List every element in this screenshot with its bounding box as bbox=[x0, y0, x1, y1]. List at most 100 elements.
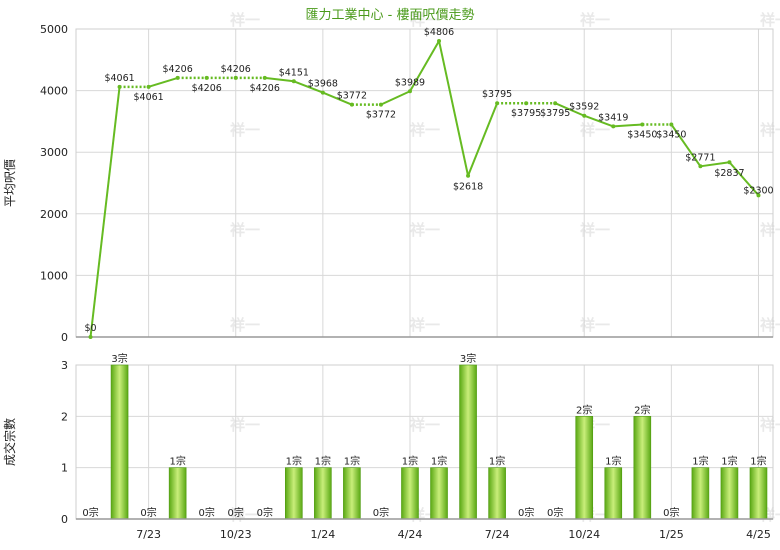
bar bbox=[749, 467, 768, 520]
y-tick-label: 1000 bbox=[40, 269, 68, 282]
y-tick-label: 2 bbox=[61, 410, 68, 423]
watermark-text: 祥一 bbox=[230, 221, 260, 239]
y-tick-label: 5000 bbox=[40, 23, 68, 36]
watermark-text: 祥一 bbox=[230, 416, 260, 434]
bar-label: 0宗 bbox=[82, 506, 98, 519]
x-tick-label: 1/25 bbox=[659, 528, 684, 541]
bar-label: 0宗 bbox=[373, 506, 389, 519]
watermark-text: 祥一 bbox=[580, 121, 610, 139]
data-label: $3795 bbox=[482, 89, 512, 100]
y-tick-label: 3 bbox=[61, 359, 68, 372]
series-line-segment bbox=[409, 40, 440, 92]
data-point bbox=[756, 193, 761, 198]
series-line-segment bbox=[467, 102, 499, 177]
bar bbox=[459, 364, 477, 520]
y-tick-label: 4000 bbox=[40, 85, 68, 98]
series-line-segment bbox=[670, 123, 702, 167]
bar-label: 2宗 bbox=[576, 403, 592, 416]
watermark-text: 祥一 bbox=[760, 316, 780, 334]
watermark-text: 祥一 bbox=[760, 416, 780, 434]
bar-label: 1宗 bbox=[489, 455, 505, 468]
bar bbox=[604, 467, 623, 520]
data-label: $4061 bbox=[104, 73, 134, 84]
watermark-text: 祥一 bbox=[410, 221, 440, 239]
bar-label: 0宗 bbox=[199, 506, 215, 519]
data-label: $4206 bbox=[192, 83, 222, 94]
data-label: $4206 bbox=[250, 83, 280, 94]
chart-title: 匯力工業中心 - 樓面呎價走勢 bbox=[306, 7, 475, 23]
bar bbox=[314, 467, 332, 520]
bar-label: 0宗 bbox=[663, 506, 679, 519]
bar-label: 3宗 bbox=[111, 352, 127, 365]
y-axis-title: 成交宗數 bbox=[2, 418, 17, 466]
y-tick-label: 0 bbox=[61, 331, 68, 344]
bar-label: 1宗 bbox=[344, 455, 360, 468]
watermark-text: 祥一 bbox=[410, 121, 440, 139]
bar-label: 1宗 bbox=[721, 455, 737, 468]
data-point bbox=[378, 102, 383, 107]
bar-label: 1宗 bbox=[286, 455, 302, 468]
data-point bbox=[582, 113, 587, 118]
bar-label: 0宗 bbox=[228, 506, 244, 519]
data-point bbox=[175, 75, 180, 80]
data-point bbox=[117, 84, 122, 89]
series-line-segment bbox=[613, 123, 643, 128]
bar-label: 0宗 bbox=[257, 506, 273, 519]
data-point bbox=[727, 160, 732, 165]
plot-frame bbox=[75, 28, 774, 338]
bar-label: 1宗 bbox=[315, 455, 331, 468]
series-line-segment bbox=[700, 161, 730, 168]
x-tick-label: 1/24 bbox=[311, 528, 336, 541]
bar bbox=[633, 416, 652, 520]
data-label: $3989 bbox=[395, 77, 425, 88]
data-label: $2837 bbox=[714, 168, 744, 179]
data-point bbox=[262, 75, 267, 80]
watermark-text: 祥一 bbox=[230, 316, 260, 334]
bar-label: 1宗 bbox=[692, 455, 708, 468]
x-tick-label: 7/24 bbox=[485, 528, 510, 541]
data-label: $4061 bbox=[133, 92, 163, 103]
watermark-text: 祥一 bbox=[410, 11, 440, 29]
watermark-text: 祥一 bbox=[230, 11, 260, 29]
series-line-segment bbox=[438, 40, 470, 176]
x-tick-label: 10/24 bbox=[568, 528, 600, 541]
series-line-segment bbox=[148, 76, 178, 88]
data-label: $3795 bbox=[511, 108, 541, 119]
bar-label: 0宗 bbox=[518, 506, 534, 519]
watermark-text: 祥一 bbox=[230, 121, 260, 139]
data-point bbox=[407, 89, 412, 94]
data-point bbox=[233, 75, 238, 80]
data-label: $2618 bbox=[453, 182, 483, 193]
bar bbox=[343, 467, 361, 520]
bar bbox=[488, 467, 506, 520]
data-label: $4206 bbox=[163, 64, 193, 75]
watermark-text: 祥一 bbox=[580, 11, 610, 29]
bar bbox=[401, 467, 419, 520]
data-point bbox=[669, 122, 674, 127]
y-axis-title: 平均呎價 bbox=[3, 159, 17, 207]
data-point bbox=[146, 84, 151, 89]
bar bbox=[430, 467, 448, 520]
data-point bbox=[640, 122, 645, 127]
data-label: $4151 bbox=[279, 67, 309, 78]
data-label: $3450 bbox=[627, 129, 657, 140]
series-line-segment bbox=[728, 161, 760, 196]
watermark-text: 祥一 bbox=[410, 416, 440, 434]
data-label: $2771 bbox=[685, 152, 715, 163]
data-point bbox=[88, 335, 93, 339]
series-line-segment bbox=[89, 86, 121, 338]
data-point bbox=[320, 90, 325, 95]
series-line-segment bbox=[583, 114, 614, 128]
series-line-segment bbox=[322, 91, 353, 106]
data-point bbox=[495, 101, 500, 106]
y-tick-label: 3000 bbox=[40, 146, 68, 159]
data-point bbox=[291, 79, 296, 84]
x-tick-label: 10/23 bbox=[220, 528, 252, 541]
bar-label: 0宗 bbox=[547, 506, 563, 519]
x-tick-label: 7/23 bbox=[136, 528, 161, 541]
bar bbox=[285, 467, 303, 520]
data-label: $2300 bbox=[743, 185, 773, 196]
bar bbox=[691, 467, 710, 520]
watermark-text: 祥一 bbox=[410, 316, 440, 334]
y-tick-label: 2000 bbox=[40, 208, 68, 221]
